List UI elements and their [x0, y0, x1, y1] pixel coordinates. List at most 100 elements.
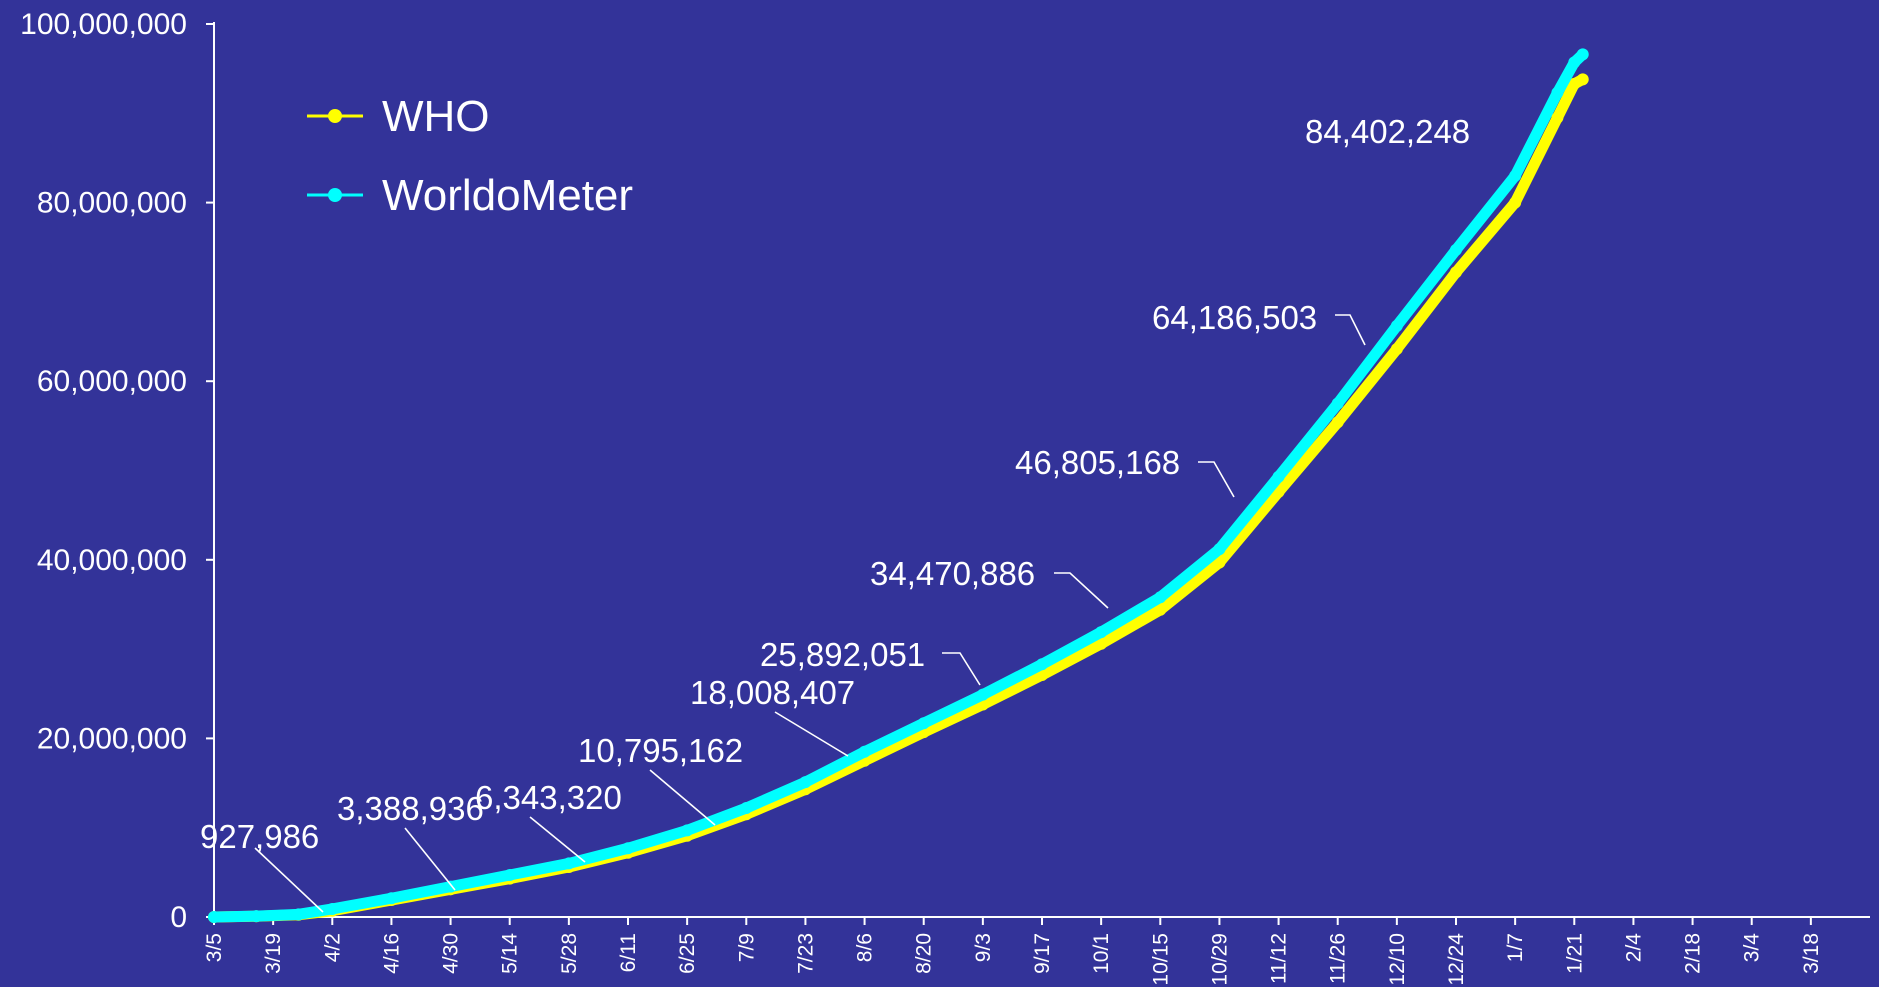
legend-label: WHO: [382, 92, 490, 141]
annotation-leader-line: [529, 816, 586, 863]
data-point-worldometer: [740, 802, 753, 815]
data-point-worldometer: [1272, 470, 1285, 483]
data-point-worldometer: [1095, 626, 1108, 639]
annotation-label: 6,343,320: [475, 779, 622, 816]
data-point-worldometer: [1551, 86, 1564, 99]
legend-swatch-marker: [328, 109, 342, 123]
annotation-label: 46,805,168: [1015, 444, 1180, 481]
annotation-0: 927,986: [200, 818, 324, 913]
x-tick-label: 5/14: [499, 933, 522, 974]
annotation-label: 10,795,162: [578, 732, 743, 769]
data-point-worldometer: [1576, 48, 1589, 61]
x-tick-label: 3/19: [262, 933, 285, 974]
x-tick-label: 11/12: [1268, 933, 1291, 984]
annotation-9: 84,402,248: [1305, 113, 1470, 150]
x-tick-label: 2/18: [1682, 933, 1705, 974]
x-tick-label: 1/7: [1504, 933, 1527, 962]
annotation-leader-line: [774, 711, 849, 757]
data-point-worldometer: [681, 824, 694, 837]
data-point-worldometer: [1568, 56, 1581, 69]
y-tick-label: 100,000,000: [20, 8, 187, 41]
x-tick-label: 4/16: [380, 933, 403, 974]
annotation-4: 18,008,407: [690, 674, 855, 757]
x-tick-label: 7/23: [794, 933, 817, 974]
series-worldometer-group: [208, 48, 1589, 923]
data-point-worldometer: [326, 902, 339, 915]
data-point-who: [1095, 637, 1108, 650]
data-point-worldometer: [503, 869, 516, 882]
x-tick-label: 11/26: [1327, 933, 1350, 984]
annotation-3: 10,795,162: [578, 732, 743, 826]
x-tick-label: 5/28: [558, 933, 581, 974]
data-point-who: [1509, 196, 1522, 209]
annotation-label: 64,186,503: [1152, 299, 1317, 336]
x-tick-label: 8/20: [913, 933, 936, 974]
data-point-worldometer: [250, 910, 263, 923]
annotation-leader-line: [1335, 314, 1366, 346]
data-point-who: [1213, 556, 1226, 569]
x-tick-label: 7/9: [735, 933, 758, 962]
data-point-worldometer: [622, 842, 634, 855]
axes: 0 20,000,000 40,000,000 60,000,000 80,000,00…: [20, 8, 1870, 986]
data-point-worldometer: [976, 688, 989, 701]
y-tick-label: 60,000,000: [37, 365, 187, 398]
x-tick-label: 10/15: [1149, 933, 1172, 986]
x-tick-label: 8/6: [854, 933, 877, 962]
data-point-who: [1390, 343, 1403, 356]
data-point-worldometer: [292, 908, 305, 921]
legend-item-who: WHO: [307, 92, 490, 141]
x-tick-label: 9/3: [972, 933, 995, 962]
x-tick-label: 10/1: [1090, 933, 1113, 974]
x-tick-label: 10/29: [1208, 933, 1231, 986]
annotation-label: 927,986: [200, 818, 319, 855]
data-point-worldometer: [385, 892, 398, 905]
legend-label: WorldoMeter: [382, 171, 633, 220]
annotation-leader-line: [1054, 572, 1109, 609]
x-tick-label: 6/25: [676, 933, 699, 974]
annotation-leader-line: [649, 769, 716, 826]
x-tick-label: 9/17: [1031, 933, 1054, 974]
x-tick-label: 4/30: [440, 933, 463, 974]
annotation-6: 34,470,886: [870, 555, 1109, 609]
x-tick-label: 6/11: [617, 933, 640, 972]
data-point-worldometer: [1331, 397, 1344, 410]
annotation-leader-line: [404, 827, 456, 891]
data-point-worldometer: [208, 911, 220, 923]
legend-swatch-marker: [328, 188, 342, 202]
annotation-label: 25,892,051: [760, 636, 925, 673]
y-tick-label: 40,000,000: [37, 544, 187, 577]
x-tick-label: 3/18: [1800, 933, 1823, 974]
data-point-who: [1450, 266, 1462, 279]
data-point-who: [1154, 603, 1167, 616]
legend: WHO WorldoMeter: [307, 92, 633, 220]
x-tick-label: 3/5: [203, 933, 226, 962]
legend-item-worldometer: WorldoMeter: [307, 171, 633, 220]
annotation-label: 84,402,248: [1305, 113, 1470, 150]
data-point-worldometer: [444, 880, 457, 893]
annotation-leader-line: [254, 847, 324, 913]
x-tick-label: 3/4: [1741, 933, 1764, 963]
data-point-worldometer: [1036, 658, 1048, 671]
data-point-who: [1551, 111, 1564, 124]
x-tick-label: 12/10: [1386, 933, 1409, 986]
annotation-8: 64,186,503: [1152, 299, 1366, 346]
x-tick-label: 1/21: [1563, 933, 1586, 974]
data-point-worldometer: [799, 776, 812, 789]
data-point-worldometer: [1450, 243, 1462, 256]
series-layer: [208, 48, 1589, 923]
data-point-worldometer: [917, 717, 930, 730]
annotation-leader-line: [1198, 461, 1235, 498]
annotation-label: 3,388,936: [337, 790, 484, 827]
annotation-1: 3,388,936: [337, 790, 484, 891]
data-point-worldometer: [1509, 169, 1522, 182]
data-point-worldometer: [562, 857, 575, 870]
annotation-2: 6,343,320: [475, 779, 622, 863]
y-tick-label: 0: [170, 901, 187, 934]
data-point-who: [1331, 416, 1344, 429]
annotation-label: 18,008,407: [690, 674, 855, 711]
data-point-worldometer: [1154, 591, 1167, 604]
y-tick-label: 80,000,000: [37, 187, 187, 220]
data-point-who: [1576, 73, 1589, 86]
